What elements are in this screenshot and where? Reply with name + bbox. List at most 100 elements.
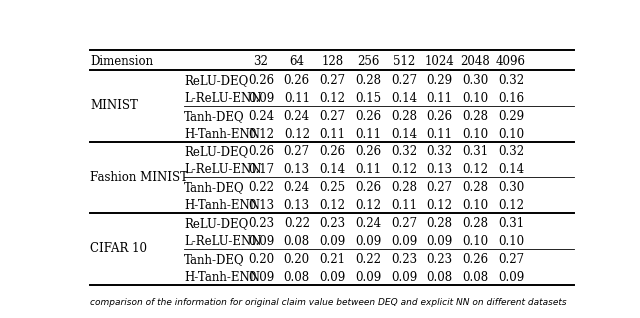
Text: 0.22: 0.22: [284, 217, 310, 230]
Text: 0.11: 0.11: [427, 128, 452, 141]
Text: 0.32: 0.32: [426, 145, 452, 158]
Text: 0.23: 0.23: [426, 253, 452, 266]
Text: 0.08: 0.08: [462, 271, 488, 284]
Text: 0.12: 0.12: [427, 199, 452, 212]
Text: 0.09: 0.09: [248, 92, 274, 105]
Text: 0.24: 0.24: [284, 110, 310, 123]
Text: 0.27: 0.27: [391, 217, 417, 230]
Text: 0.26: 0.26: [462, 253, 488, 266]
Text: 1024: 1024: [425, 55, 454, 68]
Text: 0.26: 0.26: [284, 74, 310, 87]
Text: 0.14: 0.14: [391, 128, 417, 141]
Text: 512: 512: [393, 55, 415, 68]
Text: 0.32: 0.32: [391, 145, 417, 158]
Text: 0.23: 0.23: [248, 217, 274, 230]
Text: 0.20: 0.20: [284, 253, 310, 266]
Text: 0.14: 0.14: [319, 163, 346, 176]
Text: CIFAR 10: CIFAR 10: [90, 242, 147, 255]
Text: 256: 256: [357, 55, 380, 68]
Text: 0.27: 0.27: [319, 74, 346, 87]
Text: 0.21: 0.21: [319, 253, 346, 266]
Text: 0.13: 0.13: [426, 163, 452, 176]
Text: 0.24: 0.24: [284, 181, 310, 194]
Text: 0.26: 0.26: [426, 110, 452, 123]
Text: ReLU-DEQ: ReLU-DEQ: [184, 145, 248, 158]
Text: 0.26: 0.26: [248, 145, 274, 158]
Text: 0.12: 0.12: [319, 199, 346, 212]
Text: 0.09: 0.09: [426, 235, 452, 248]
Text: 0.14: 0.14: [391, 92, 417, 105]
Text: 0.12: 0.12: [355, 199, 381, 212]
Text: 0.12: 0.12: [284, 128, 310, 141]
Text: 0.26: 0.26: [355, 181, 381, 194]
Text: 0.09: 0.09: [391, 235, 417, 248]
Text: 0.30: 0.30: [498, 181, 524, 194]
Text: 0.23: 0.23: [319, 217, 346, 230]
Text: 0.26: 0.26: [319, 145, 346, 158]
Text: 0.32: 0.32: [498, 74, 524, 87]
Text: 0.17: 0.17: [248, 163, 274, 176]
Text: 0.31: 0.31: [462, 145, 488, 158]
Text: L-ReLU-ENN: L-ReLU-ENN: [184, 235, 262, 248]
Text: 0.27: 0.27: [284, 145, 310, 158]
Text: 0.08: 0.08: [284, 271, 310, 284]
Text: ReLU-DEQ: ReLU-DEQ: [184, 74, 248, 87]
Text: 4096: 4096: [496, 55, 526, 68]
Text: 0.32: 0.32: [498, 145, 524, 158]
Text: 0.24: 0.24: [355, 217, 381, 230]
Text: 0.11: 0.11: [284, 92, 310, 105]
Text: 0.12: 0.12: [248, 128, 274, 141]
Text: 0.10: 0.10: [498, 128, 524, 141]
Text: 0.29: 0.29: [498, 110, 524, 123]
Text: 0.09: 0.09: [391, 271, 417, 284]
Text: 128: 128: [321, 55, 344, 68]
Text: 0.27: 0.27: [391, 74, 417, 87]
Text: 0.09: 0.09: [498, 271, 524, 284]
Text: 0.08: 0.08: [284, 235, 310, 248]
Text: L-ReLU-ENN: L-ReLU-ENN: [184, 92, 262, 105]
Text: 0.22: 0.22: [355, 253, 381, 266]
Text: 2048: 2048: [460, 55, 490, 68]
Text: Tanh-DEQ: Tanh-DEQ: [184, 181, 244, 194]
Text: 0.09: 0.09: [355, 271, 381, 284]
Text: 0.28: 0.28: [462, 217, 488, 230]
Text: 0.23: 0.23: [391, 253, 417, 266]
Text: 0.20: 0.20: [248, 253, 274, 266]
Text: 0.10: 0.10: [498, 235, 524, 248]
Text: 0.30: 0.30: [462, 74, 488, 87]
Text: 64: 64: [289, 55, 304, 68]
Text: 0.31: 0.31: [498, 217, 524, 230]
Text: ReLU-DEQ: ReLU-DEQ: [184, 217, 248, 230]
Text: 0.12: 0.12: [319, 92, 346, 105]
Text: 0.09: 0.09: [248, 235, 274, 248]
Text: 0.10: 0.10: [462, 128, 488, 141]
Text: MINIST: MINIST: [90, 99, 138, 112]
Text: comparison of the information for original claim value between DEQ and explicit : comparison of the information for origin…: [90, 298, 566, 307]
Text: H-Tanh-ENN: H-Tanh-ENN: [184, 128, 260, 141]
Text: Tanh-DEQ: Tanh-DEQ: [184, 253, 244, 266]
Text: L-ReLU-ENN: L-ReLU-ENN: [184, 163, 262, 176]
Text: 0.11: 0.11: [355, 163, 381, 176]
Text: 0.11: 0.11: [355, 128, 381, 141]
Text: 0.28: 0.28: [462, 110, 488, 123]
Text: 0.09: 0.09: [319, 235, 346, 248]
Text: Dimension: Dimension: [90, 55, 153, 68]
Text: 0.28: 0.28: [427, 217, 452, 230]
Text: 32: 32: [253, 55, 268, 68]
Text: 0.10: 0.10: [462, 235, 488, 248]
Text: 0.15: 0.15: [355, 92, 381, 105]
Text: 0.26: 0.26: [248, 74, 274, 87]
Text: 0.13: 0.13: [248, 199, 274, 212]
Text: 0.27: 0.27: [319, 110, 346, 123]
Text: 0.26: 0.26: [355, 110, 381, 123]
Text: 0.26: 0.26: [355, 145, 381, 158]
Text: Tanh-DEQ: Tanh-DEQ: [184, 110, 244, 123]
Text: 0.27: 0.27: [426, 181, 452, 194]
Text: 0.27: 0.27: [498, 253, 524, 266]
Text: 0.29: 0.29: [426, 74, 452, 87]
Text: 0.28: 0.28: [355, 74, 381, 87]
Text: 0.12: 0.12: [498, 199, 524, 212]
Text: 0.10: 0.10: [462, 199, 488, 212]
Text: 0.14: 0.14: [498, 163, 524, 176]
Text: 0.28: 0.28: [462, 181, 488, 194]
